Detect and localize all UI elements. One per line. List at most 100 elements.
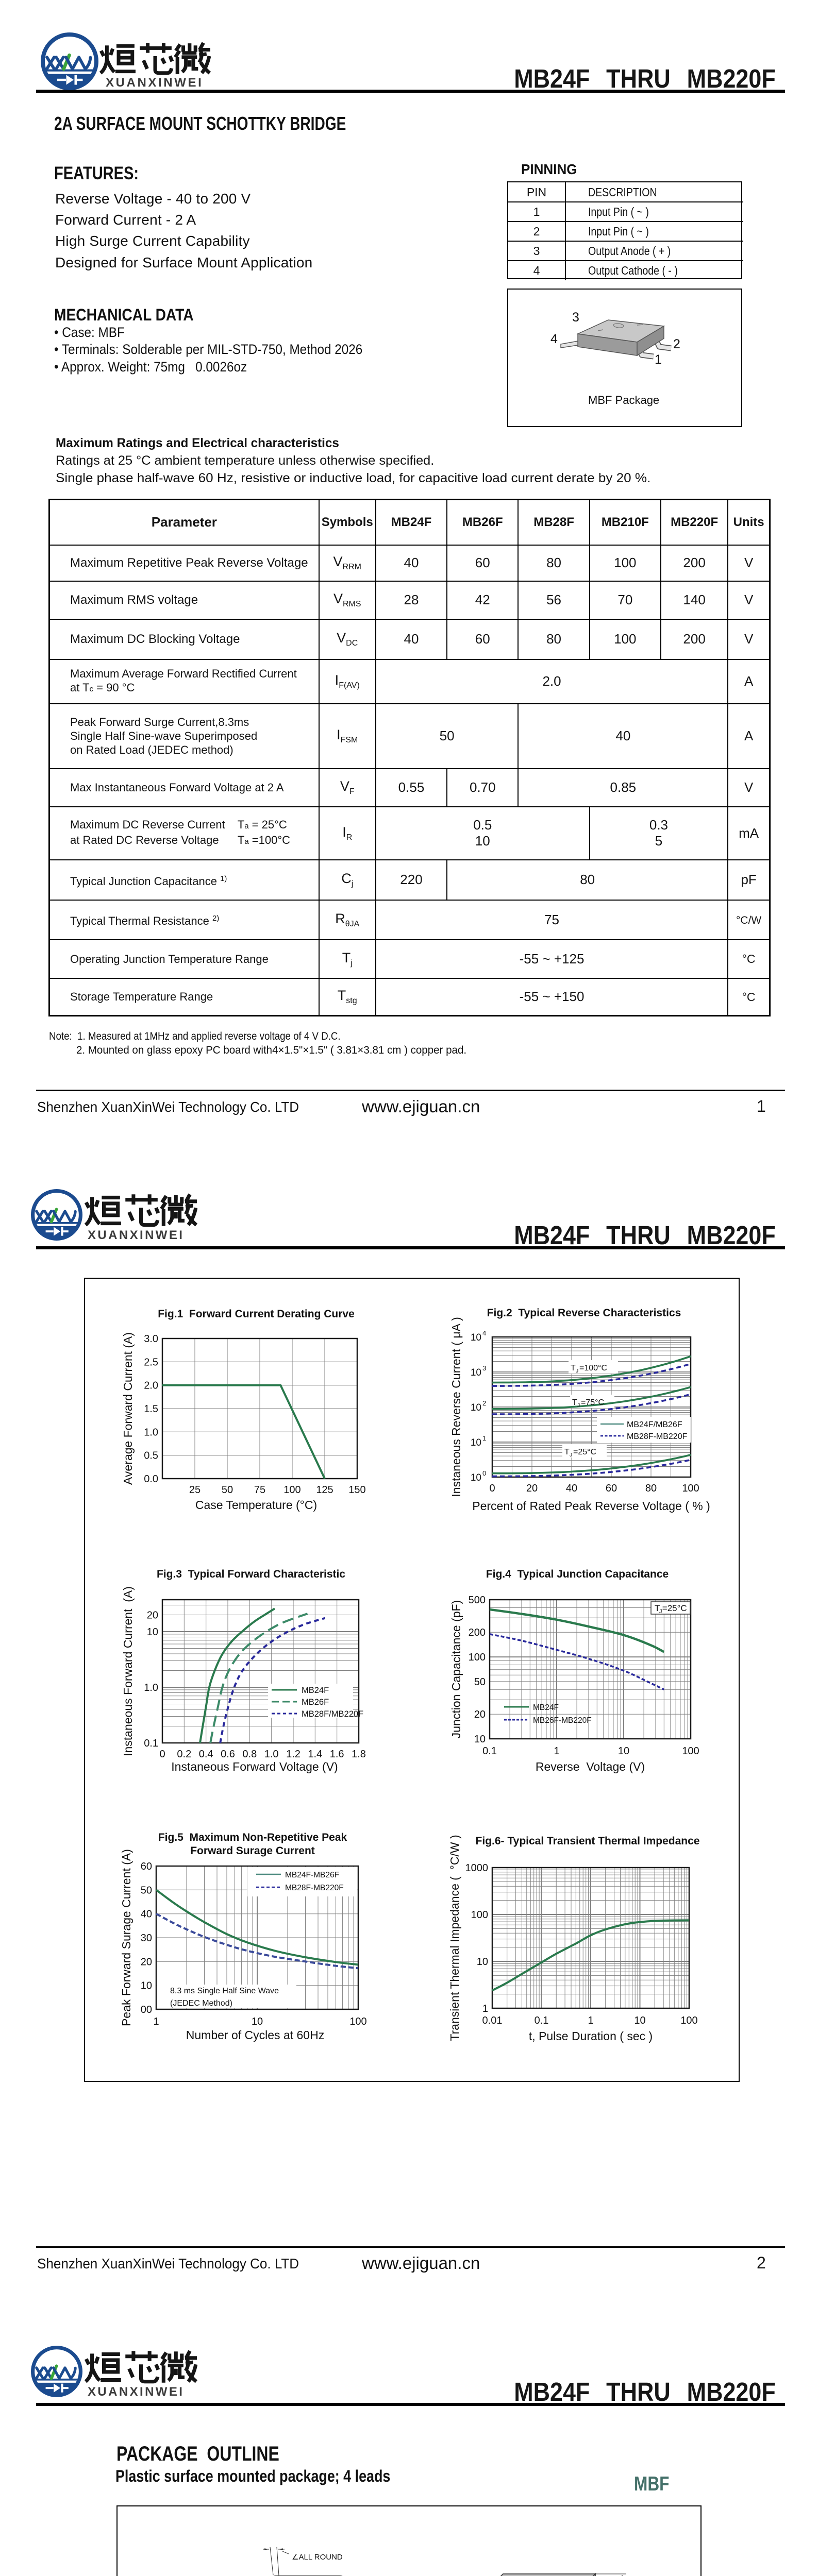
svg-text:MB24F: MB24F [302, 1686, 329, 1695]
svg-text:20: 20 [474, 1709, 486, 1720]
svg-text:25: 25 [189, 1484, 201, 1496]
svg-text:Junction Capacitance (pF): Junction Capacitance (pF) [449, 1600, 463, 1738]
svg-text:100: 100 [469, 1652, 486, 1663]
svg-text:75: 75 [254, 1484, 265, 1496]
svg-text:Peak Forward Surage Current (A: Peak Forward Surage Current (A) [120, 1849, 133, 2026]
svg-text:60: 60 [141, 1861, 152, 1872]
svg-text:10: 10 [252, 2016, 263, 2027]
svg-text:1: 1 [482, 1434, 486, 1442]
svg-text:0: 0 [159, 1749, 165, 1760]
svg-text:20: 20 [147, 1609, 158, 1621]
svg-text:MB24F-MB26F: MB24F-MB26F [285, 1871, 339, 1879]
svg-text:0.1: 0.1 [535, 2015, 549, 2026]
svg-text:Forward Surage Current: Forward Surage Current [190, 1845, 315, 1857]
svg-text:0.01: 0.01 [482, 2015, 503, 2026]
svg-text:1: 1 [588, 2015, 593, 2026]
svg-text:1.2: 1.2 [286, 1749, 301, 1760]
svg-text:0.1: 0.1 [482, 1745, 497, 1757]
svg-text:Average Forward Current (A): Average Forward Current (A) [121, 1332, 135, 1485]
svg-text:0.2: 0.2 [177, 1749, 191, 1760]
svg-text:1000: 1000 [465, 1862, 489, 1874]
svg-text:1.0: 1.0 [144, 1427, 158, 1438]
svg-text:0.6: 0.6 [221, 1749, 235, 1760]
svg-text:00: 00 [141, 2004, 152, 2015]
svg-text:10: 10 [471, 1402, 481, 1413]
svg-text:Transient Thermal Impedance (: Transient Thermal Impedance ( °C/W ) [448, 1835, 461, 2041]
svg-text:2.5: 2.5 [144, 1357, 158, 1368]
svg-text:3: 3 [482, 1364, 486, 1372]
svg-text:MB24F/MB26F: MB24F/MB26F [627, 1420, 682, 1429]
svg-text:Fig.4 Typical Junction Capaci: Fig.4 Typical Junction Capacitance [486, 1568, 669, 1580]
svg-text:150: 150 [348, 1484, 365, 1496]
svg-text:10: 10 [471, 1437, 481, 1448]
svg-text:125: 125 [316, 1484, 333, 1496]
svg-text:Fig.6- Typical Transient Therm: Fig.6- Typical Transient Thermal Impedan… [476, 1835, 700, 1847]
svg-text:100: 100 [682, 1483, 699, 1494]
svg-text:3.0: 3.0 [144, 1333, 158, 1345]
svg-text:0: 0 [489, 1483, 495, 1494]
svg-text:1.0: 1.0 [144, 1682, 158, 1693]
svg-text:J: J [576, 1368, 578, 1374]
svg-text:MB24F: MB24F [533, 1703, 559, 1712]
svg-text:500: 500 [469, 1595, 486, 1606]
svg-text:10: 10 [471, 1367, 481, 1378]
svg-text:J: J [659, 1608, 662, 1615]
svg-text:4: 4 [482, 1329, 486, 1337]
svg-text:0.0: 0.0 [144, 1473, 158, 1485]
svg-text:1.4: 1.4 [308, 1749, 322, 1760]
svg-text:1: 1 [554, 1745, 559, 1757]
svg-text:100: 100 [680, 2015, 697, 2026]
svg-text:0: 0 [482, 1469, 486, 1477]
svg-text:1.6: 1.6 [330, 1749, 344, 1760]
svg-text:0.1: 0.1 [144, 1738, 158, 1749]
svg-text:2.0: 2.0 [144, 1380, 158, 1392]
svg-text:50: 50 [222, 1484, 233, 1496]
svg-text:0.5: 0.5 [144, 1450, 158, 1462]
svg-text:30: 30 [141, 1933, 152, 1944]
svg-text:10: 10 [471, 1472, 481, 1483]
svg-text:10: 10 [147, 1626, 158, 1638]
svg-text:T: T [571, 1364, 576, 1372]
svg-text:50: 50 [141, 1885, 152, 1896]
svg-text:Fig.1 Forward Current Deratin: Fig.1 Forward Current Derating Curve [158, 1308, 355, 1320]
svg-text:50: 50 [474, 1676, 486, 1688]
svg-text:10: 10 [618, 1745, 629, 1757]
svg-text:=25°C: =25°C [573, 1448, 596, 1456]
svg-text:MB26F: MB26F [302, 1698, 329, 1707]
svg-text:1.0: 1.0 [264, 1749, 279, 1760]
svg-text:MB28F-MB220F: MB28F-MB220F [285, 1884, 344, 1892]
svg-text:100: 100 [349, 2016, 366, 2027]
svg-text:MB28F/MB220F: MB28F/MB220F [302, 1709, 363, 1719]
svg-text:1.8: 1.8 [352, 1749, 366, 1760]
svg-text:1.5: 1.5 [144, 1403, 158, 1415]
svg-text:100: 100 [682, 1745, 699, 1757]
svg-text:10: 10 [471, 1332, 481, 1343]
svg-text:T =25°C: T =25°C [655, 1603, 687, 1613]
svg-text:40: 40 [141, 1909, 152, 1920]
svg-text:Instaneous Forward Current (A: Instaneous Forward Current (A) [121, 1586, 135, 1756]
svg-text:MB28F-MB220F: MB28F-MB220F [627, 1432, 688, 1441]
svg-text:2: 2 [482, 1399, 486, 1407]
svg-text:=75°C: =75°C [581, 1398, 604, 1407]
svg-text:=100°C: =100°C [579, 1364, 607, 1372]
svg-text:200: 200 [469, 1627, 486, 1638]
svg-text:40: 40 [566, 1483, 577, 1494]
svg-text:10: 10 [477, 1956, 488, 1968]
svg-text:0.4: 0.4 [199, 1749, 213, 1760]
svg-text:0.8: 0.8 [242, 1749, 257, 1760]
svg-text:8.3 ms Single Half Sine Wave: 8.3 ms Single Half Sine Wave [170, 1987, 279, 1995]
svg-text:10: 10 [474, 1734, 486, 1745]
svg-text:1: 1 [482, 2003, 488, 2014]
svg-text:Instaneous Forward Voltage (V): Instaneous Forward Voltage (V) [171, 1760, 338, 1773]
svg-text:20: 20 [526, 1483, 538, 1494]
svg-text:20: 20 [141, 1956, 152, 1968]
svg-text:Number of Cycles at 60Hz: Number of Cycles at 60Hz [186, 2028, 324, 2042]
svg-text:100: 100 [471, 1909, 488, 1921]
svg-text:10: 10 [634, 2015, 645, 2026]
svg-text:Reverse Voltage (V): Reverse Voltage (V) [536, 1760, 645, 1773]
svg-text:∠ALL ROUND: ∠ALL ROUND [292, 2553, 343, 2562]
svg-text:80: 80 [645, 1483, 657, 1494]
svg-text:1: 1 [153, 2016, 159, 2027]
svg-text:Fig.5 Maximum Non-Repetitive: Fig.5 Maximum Non-Repetitive Peak [158, 1832, 347, 1843]
svg-text:(JEDEC Method): (JEDEC Method) [170, 1999, 232, 2008]
